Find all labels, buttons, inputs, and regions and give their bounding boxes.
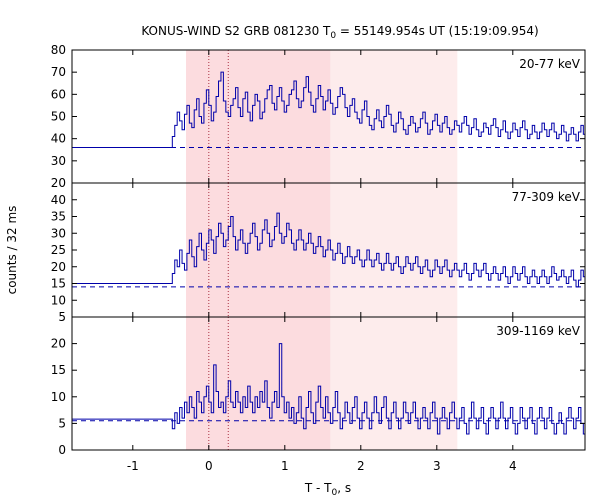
x-axis-label-main: T - T (304, 481, 332, 495)
y-tick-label: 40 (51, 132, 66, 146)
x-axis-label-rest: , s (337, 481, 351, 495)
y-tick-label: 70 (51, 65, 66, 79)
x-tick-label: 4 (509, 459, 517, 473)
x-tick-label: -1 (127, 459, 139, 473)
y-tick-label: 10 (51, 293, 66, 307)
y-tick-label: 50 (51, 110, 66, 124)
shaded-interval-1 (186, 317, 331, 450)
x-axis-label-sub: 0 (332, 488, 338, 498)
y-tick-label: 0 (58, 443, 66, 457)
y-tick-label: 15 (51, 363, 66, 377)
y-tick-label: 20 (51, 337, 66, 351)
y-tick-label: 5 (58, 310, 66, 324)
y-tick-label: 40 (51, 193, 66, 207)
shaded-interval-1 (186, 50, 331, 183)
y-tick-label: 60 (51, 87, 66, 101)
y-tick-label: 25 (51, 243, 66, 257)
y-tick-label: 20 (51, 176, 66, 190)
panel-20-77kev: 20 30 40 50 60 70 80 20-77 keV (51, 43, 586, 190)
count-rate-series (72, 71, 585, 149)
y-tick-label: 15 (51, 277, 66, 291)
energy-band-label: 20-77 keV (519, 57, 581, 71)
shaded-interval-2 (330, 317, 458, 450)
panel-309-1169kev: 0 5 10 15 20 309-1169 keV (51, 316, 586, 457)
chart-title-rest: = 55149.954s UT (15:19:09.954) (336, 24, 539, 38)
x-tick-label: 2 (357, 459, 365, 473)
count-rate-series (72, 212, 585, 288)
y-tick-label: 30 (51, 226, 66, 240)
shaded-interval-2 (330, 50, 458, 183)
shaded-interval-2 (330, 183, 458, 317)
x-axis: -1 0 1 2 3 4 (127, 459, 517, 473)
x-tick-label: 0 (205, 459, 213, 473)
y-tick-label: 30 (51, 154, 66, 168)
y-tick-label: 80 (51, 43, 66, 57)
y-axis-label: counts / 32 ms (5, 206, 19, 295)
x-tick-label: 3 (433, 459, 441, 473)
y-tick-label: 5 (58, 416, 66, 430)
x-tick-label: 1 (281, 459, 289, 473)
x-axis-label: T - T0, s (304, 481, 351, 498)
chart-title: KONUS-WIND S2 GRB 081230 T0 = 55149.954s… (141, 24, 538, 41)
y-tick-label: 35 (51, 210, 66, 224)
panel-frame (71, 316, 586, 451)
chart-title-sub: 0 (330, 31, 336, 41)
y-tick-label: 20 (51, 260, 66, 274)
energy-band-label: 77-309 keV (512, 190, 581, 204)
energy-band-label: 309-1169 keV (496, 324, 580, 338)
chart-title-main: KONUS-WIND S2 GRB 081230 T (141, 24, 331, 38)
y-tick-label: 10 (51, 390, 66, 404)
panel-77-309kev: 5 10 15 20 25 30 35 40 77-309 keV (51, 182, 586, 324)
count-rate-series (72, 343, 585, 435)
